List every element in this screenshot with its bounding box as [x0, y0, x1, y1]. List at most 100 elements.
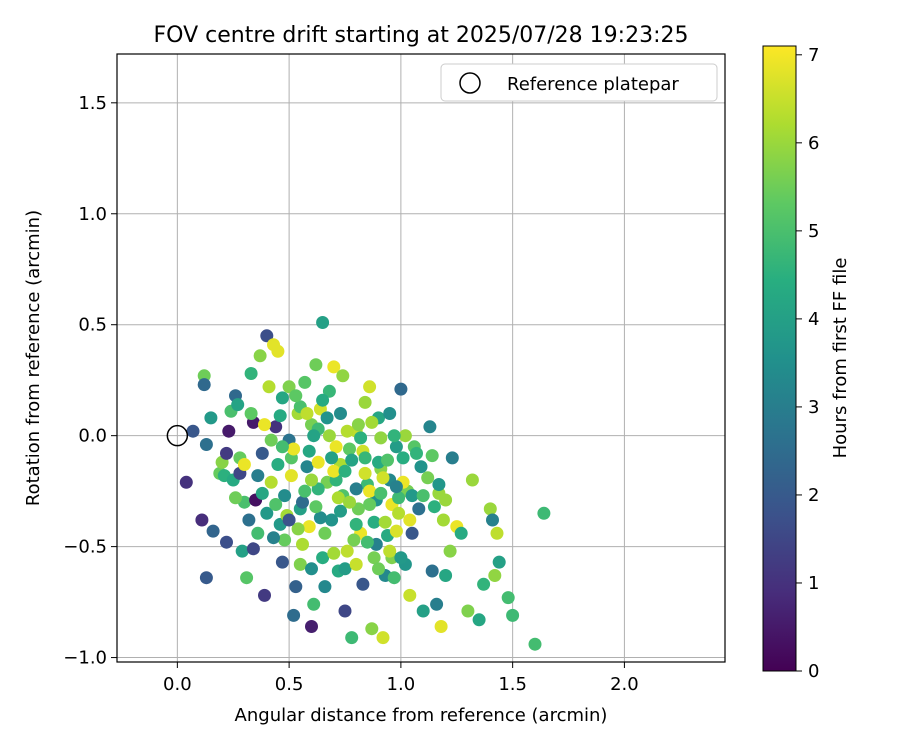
data-point: [199, 571, 213, 585]
data-point: [461, 604, 475, 618]
data-point: [307, 597, 321, 611]
x-axis-ticks: 0.0 0.5 1.0 1.5 2.0: [163, 662, 639, 695]
data-point: [392, 506, 406, 520]
data-point: [430, 597, 444, 611]
data-point: [275, 391, 289, 405]
data-point: [282, 380, 296, 394]
data-point: [389, 524, 403, 538]
data-point: [439, 569, 453, 582]
legend: Reference platepar: [440, 63, 718, 102]
data-point: [403, 588, 417, 602]
data-point: [307, 429, 321, 443]
data-point: [255, 486, 269, 500]
data-point: [338, 604, 352, 618]
data-point: [322, 384, 336, 398]
data-point: [264, 475, 278, 489]
y-tick-label: −0.5: [63, 537, 107, 558]
data-point: [405, 489, 419, 503]
data-point: [376, 631, 390, 645]
data-point: [291, 522, 305, 536]
data-point: [318, 580, 332, 594]
data-point: [416, 489, 430, 503]
data-point: [394, 382, 408, 396]
colorbar-tick-label: 6: [808, 133, 819, 154]
data-point: [423, 420, 437, 434]
data-point: [275, 440, 289, 454]
data-point: [345, 453, 359, 467]
x-axis-label: Angular distance from reference (arcmin): [235, 705, 608, 726]
colorbar-tick-label: 4: [808, 309, 819, 330]
data-point: [318, 526, 332, 540]
data-point: [465, 473, 479, 487]
data-point: [477, 577, 491, 591]
data-point: [264, 433, 278, 447]
data-point: [537, 506, 551, 520]
data-point: [278, 489, 292, 503]
y-tick-label: −1.0: [63, 648, 107, 669]
data-point: [501, 591, 515, 605]
data-point: [267, 531, 280, 545]
data-point: [296, 537, 309, 551]
data-point: [222, 424, 236, 438]
data-point: [432, 478, 446, 491]
data-point: [345, 631, 359, 645]
data-point: [434, 620, 448, 633]
data-point: [398, 429, 412, 443]
legend-box: [440, 63, 718, 102]
data-point: [235, 544, 249, 558]
y-axis-ticks: −1.0 −0.5 0.0 0.5 1.0 1.5: [63, 93, 117, 669]
data-point: [258, 588, 271, 602]
data-point: [472, 613, 486, 627]
data-point: [383, 544, 397, 558]
data-point: [338, 464, 352, 478]
data-point: [354, 431, 368, 445]
data-point: [405, 526, 419, 540]
data-point: [347, 533, 361, 547]
colorbar-tick-label: 0: [808, 661, 819, 682]
data-point: [273, 409, 287, 423]
data-point: [275, 555, 289, 569]
data-point: [327, 464, 341, 478]
data-point: [237, 458, 251, 471]
data-point: [436, 513, 450, 527]
data-point: [396, 451, 410, 465]
colorbar-tick-label: 2: [808, 485, 819, 506]
data-point: [325, 513, 339, 527]
x-tick-label: 1.0: [387, 674, 416, 695]
data-point: [331, 491, 345, 505]
data-point: [483, 502, 497, 516]
data-point: [269, 420, 283, 434]
data-point: [305, 562, 318, 576]
data-point: [356, 577, 370, 591]
data-point: [253, 349, 267, 363]
data-point: [325, 451, 339, 465]
colorbar-tick-label: 5: [808, 221, 819, 242]
reference-marker: [166, 424, 189, 447]
data-point: [381, 453, 394, 467]
data-point: [244, 367, 258, 380]
data-point: [313, 511, 327, 525]
data-point: [358, 395, 372, 409]
data-point: [374, 486, 388, 500]
data-point: [179, 475, 193, 489]
colorbar-tick-label: 3: [808, 397, 819, 418]
data-point: [414, 460, 428, 474]
data-point: [363, 498, 377, 511]
data-point: [443, 544, 457, 558]
data-point: [358, 466, 372, 480]
data-point: [300, 460, 314, 474]
y-tick-label: 0.5: [78, 315, 107, 336]
data-point: [365, 415, 379, 429]
data-point: [383, 407, 397, 420]
data-point: [240, 571, 254, 585]
data-point: [528, 637, 542, 651]
data-point: [372, 562, 385, 576]
data-point: [374, 431, 388, 445]
data-point: [343, 495, 356, 509]
data-point: [340, 544, 354, 558]
data-point: [206, 524, 220, 538]
data-point: [367, 551, 381, 565]
data-point: [322, 429, 336, 443]
data-points: [179, 316, 551, 651]
